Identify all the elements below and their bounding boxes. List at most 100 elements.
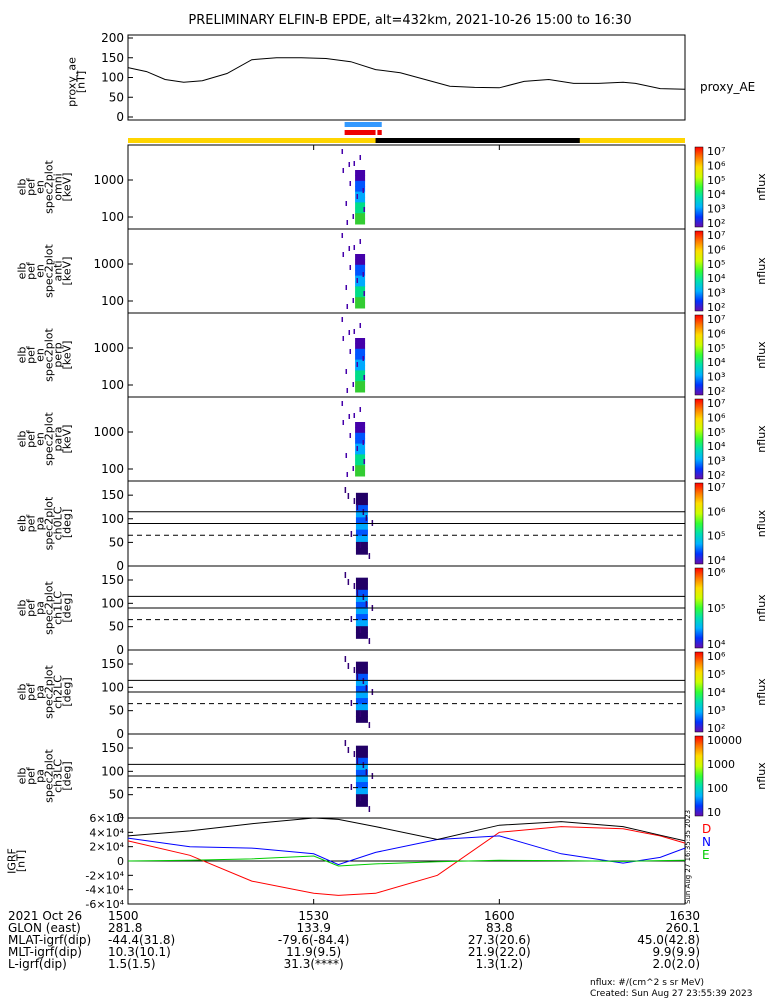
ylabel-line: pef <box>25 682 38 701</box>
panel-ch2LC: 0 50 100 150 10² 10³ 10⁴ 10⁵ 10⁶ nflux <box>101 649 768 741</box>
ylabel-line: elb <box>16 179 29 196</box>
spectro-speck <box>347 747 350 753</box>
colorbar <box>694 735 704 817</box>
spectro-speck <box>356 758 359 764</box>
spectro-speck <box>356 674 359 680</box>
spectro-speck <box>355 427 358 432</box>
spectro-speck <box>342 252 345 257</box>
spectro-pixel <box>355 529 368 537</box>
spectro-pixel <box>355 286 366 293</box>
spectro-pixel <box>355 523 368 531</box>
footer-cell: 83.8 <box>485 921 513 935</box>
cbar-tick-label: 10⁷ <box>707 397 725 410</box>
ytick-label: 1000 <box>93 425 124 439</box>
spectro-speck <box>355 259 358 264</box>
ytick-label: -2×10⁴ <box>85 869 124 882</box>
spectro-pixel <box>355 704 368 711</box>
colorbar <box>694 651 704 733</box>
ylabel-line: en <box>34 348 47 362</box>
spectro-speck <box>352 298 355 303</box>
spectro-pixel <box>355 275 366 282</box>
spectro-pixel <box>355 679 368 687</box>
spectro-pixel <box>355 583 368 591</box>
spectro-pixel <box>355 673 368 681</box>
spectro-speck <box>349 265 352 270</box>
ytick-label: 2×10⁴ <box>89 841 124 854</box>
spectro-pixel <box>355 302 366 309</box>
cbar-label: nflux <box>755 341 768 369</box>
spectro-pixel <box>355 427 366 434</box>
spectro-speck <box>345 369 348 374</box>
spectro-speck <box>356 362 359 367</box>
ytick-label: 1000 <box>93 341 124 355</box>
spectro-speck <box>353 583 356 589</box>
cbar-tick-label: 10 <box>707 806 721 819</box>
footer-row-label: L-igrf(dip) <box>8 957 67 971</box>
ytick-label: 0 <box>116 643 124 657</box>
spectro-speck <box>348 246 351 251</box>
spectro-pixel <box>355 614 368 621</box>
spectro-pixel <box>355 454 366 461</box>
spectro-speck <box>342 168 345 173</box>
spectro-speck <box>344 487 347 493</box>
colorbar <box>694 146 704 228</box>
footer-cell: 21.9(22.0) <box>467 945 531 959</box>
ylabel-line: [deg] <box>61 509 74 538</box>
spectro-pixel <box>355 601 368 609</box>
ylabel-line: spec2plot <box>43 581 56 635</box>
ylabel-line: elb <box>16 768 29 785</box>
ytick-label: 200 <box>101 31 124 45</box>
spectro-speck <box>350 531 353 537</box>
cbar-label: nflux <box>755 257 768 285</box>
ylabel-line: [keV] <box>61 173 74 202</box>
ylabel-line: pef <box>25 598 38 617</box>
spectro-speck <box>348 330 351 335</box>
spectro-speck <box>347 493 350 499</box>
spectro-pixel <box>355 595 368 603</box>
spectro-speck <box>352 214 355 219</box>
spectro-speck <box>349 433 352 438</box>
spectro-speck <box>346 472 349 477</box>
spectro-speck <box>347 663 350 669</box>
ytick-label: 150 <box>101 657 124 671</box>
spectro-speck <box>359 407 362 412</box>
spectro-speck <box>342 420 345 425</box>
ytick-label: 100 <box>101 462 124 476</box>
spectro-speck <box>362 678 365 684</box>
igrf-series-total <box>127 817 686 842</box>
spectro-pixel <box>355 511 368 518</box>
ylabel-line: spec2plot <box>43 749 56 803</box>
ylabel-line: [deg] <box>61 761 74 790</box>
cbar-tick-label: 10² <box>707 722 725 735</box>
spectro-pixel <box>355 186 366 193</box>
ytick-label: 150 <box>101 573 124 587</box>
cbar-tick-label: 10000 <box>707 734 742 747</box>
spectro-pixel <box>355 794 368 801</box>
ytick-label: 50 <box>109 704 124 718</box>
spectro-pixel <box>355 751 368 759</box>
ylabel-line: proxy_ae <box>66 57 79 107</box>
spectro-pixel <box>355 698 368 705</box>
spectro-pixel <box>355 191 366 198</box>
spectro-speck <box>356 278 359 283</box>
spectro-pixel <box>355 175 366 182</box>
spectro-pixel <box>355 763 368 771</box>
spectro-pixel <box>355 470 366 477</box>
ytick-label: 1000 <box>93 173 124 187</box>
spectro-speck <box>344 740 347 746</box>
spectro-pixel <box>355 338 366 344</box>
footer-row-label: 2021 Oct 26 <box>8 909 83 923</box>
footer-row-label: MLAT-igrf(dip) <box>8 933 92 947</box>
spectro-speck <box>349 181 352 186</box>
ylabel-line: pef <box>25 177 38 196</box>
spectro-pixel <box>355 449 366 455</box>
ylabel-line: spec2plot <box>43 496 56 550</box>
ytick-label: 100 <box>101 764 124 778</box>
cbar-tick-label: 10⁷ <box>707 229 725 242</box>
ylabel-line: spec2plot <box>43 244 56 298</box>
blue-bar <box>344 122 382 127</box>
cbar-tick-label: 10⁴ <box>707 554 726 567</box>
